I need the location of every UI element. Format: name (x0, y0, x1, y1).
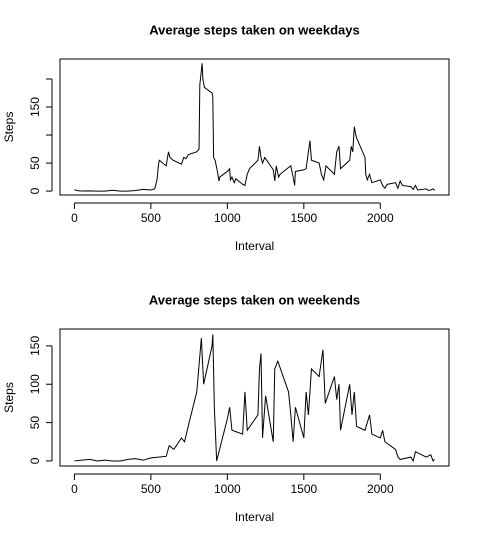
y-tick-label: 100 (28, 374, 42, 394)
y-tick-label: 150 (28, 336, 42, 356)
y-axis-label: Steps (2, 112, 16, 143)
x-tick-label: 1000 (214, 482, 241, 496)
y-tick-label: 150 (28, 97, 42, 117)
chart-title: Average steps taken on weekends (149, 292, 360, 307)
y-tick-label: 50 (28, 156, 42, 170)
data-line (74, 63, 435, 192)
plot-box (59, 328, 450, 467)
x-tick-label: 1500 (290, 482, 317, 496)
x-tick-label: 500 (141, 211, 161, 225)
x-tick-label: 0 (71, 482, 78, 496)
x-tick-label: 0 (71, 211, 78, 225)
x-tick-label: 1000 (214, 211, 241, 225)
y-tick-label: 0 (28, 187, 42, 194)
x-axis-label: Interval (235, 239, 274, 253)
x-tick-label: 500 (141, 482, 161, 496)
y-axis-label: Steps (2, 382, 16, 413)
chart-title: Average steps taken on weekdays (149, 22, 360, 37)
plot-box (59, 58, 450, 196)
x-axis-label: Interval (235, 510, 274, 524)
x-tick-label: 2000 (367, 211, 394, 225)
x-tick-label: 2000 (367, 482, 394, 496)
y-tick-label: 50 (28, 416, 42, 430)
x-tick-label: 1500 (290, 211, 317, 225)
data-line (74, 334, 435, 463)
y-tick-label: 0 (28, 457, 42, 464)
